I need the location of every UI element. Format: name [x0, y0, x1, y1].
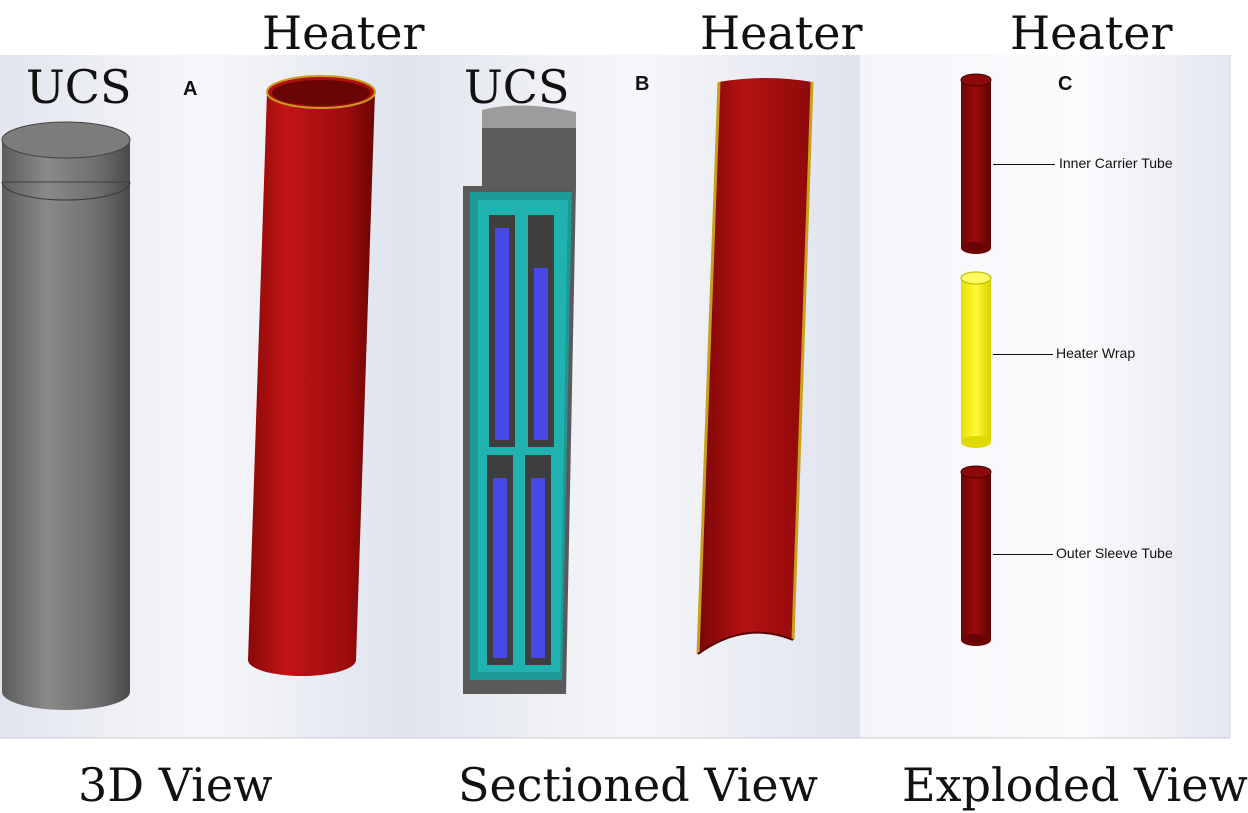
heater-title-a: Heater: [262, 6, 425, 60]
ucs-title-b: UCS: [464, 60, 570, 114]
leader-outer: [993, 554, 1053, 555]
heater-cylinder: [248, 75, 376, 676]
sectioned-heater: [696, 78, 814, 655]
inner-carrier-tube: [960, 73, 992, 254]
caption-sectioned-view: Sectioned View: [458, 758, 819, 812]
leader-wrap: [993, 354, 1053, 355]
panel-letter-a: A: [183, 78, 198, 100]
heater-title-b: Heater: [700, 6, 863, 60]
ucs-cylinder: [1, 121, 131, 710]
sectioned-ucs: [463, 105, 576, 694]
leader-inner: [993, 164, 1055, 165]
callout-outer-sleeve-tube: Outer Sleeve Tube: [1056, 545, 1173, 561]
heater-wrap-tube: [960, 271, 992, 448]
callout-heater-wrap: Heater Wrap: [1056, 345, 1136, 361]
panel-letter-c: C: [1058, 73, 1073, 95]
ucs-title-a: UCS: [26, 60, 132, 114]
callout-inner-carrier-tube: Inner Carrier Tube: [1059, 155, 1173, 171]
heater-title-c: Heater: [1010, 6, 1173, 60]
caption-3d-view: 3D View: [78, 758, 273, 812]
outer-sleeve-tube: [960, 465, 992, 646]
panel-letter-b: B: [635, 73, 650, 95]
caption-exploded-view: Exploded View: [902, 758, 1248, 812]
